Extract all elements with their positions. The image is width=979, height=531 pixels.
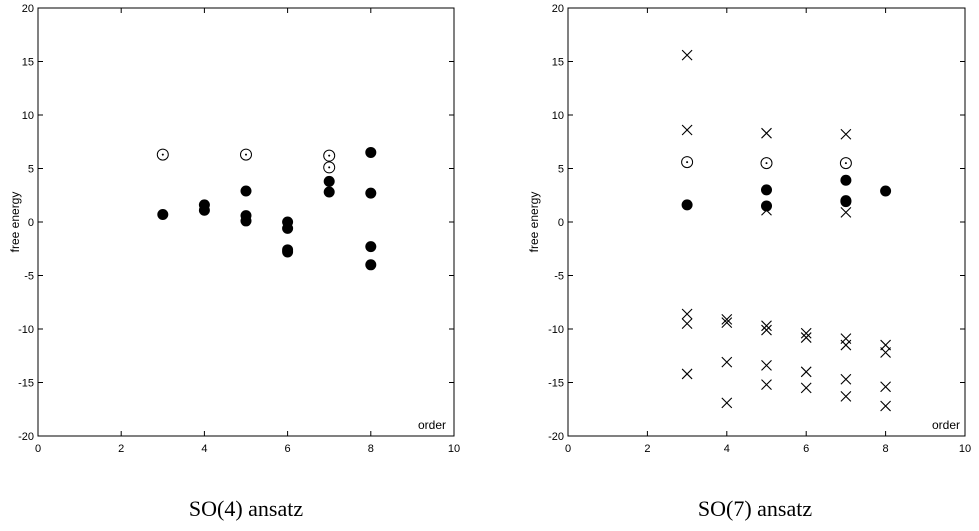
- x-tick-label: 10: [959, 443, 971, 455]
- data-point-filled: [240, 185, 252, 197]
- data-point-cross: [721, 313, 733, 325]
- data-point-cross: [681, 124, 693, 136]
- data-point-open: [156, 148, 169, 161]
- data-points: [156, 146, 377, 271]
- y-tick-label: 0: [28, 217, 34, 229]
- data-point-filled: [365, 259, 377, 271]
- data-point-filled: [681, 199, 693, 211]
- data-point-cross: [761, 379, 772, 391]
- x-tick-label: 0: [35, 443, 41, 455]
- y-axis-label: free energy: [527, 192, 541, 253]
- data-point-cross: [800, 332, 812, 343]
- data-point-open: [323, 149, 336, 162]
- y-tick-label: -20: [548, 431, 564, 443]
- data-point-filled: [282, 222, 294, 234]
- data-point-cross: [761, 359, 772, 371]
- y-tick-label: -5: [554, 271, 564, 283]
- x-tick-label: 6: [803, 443, 809, 455]
- data-point-cross: [761, 127, 772, 139]
- data-point-open: [240, 148, 252, 161]
- y-tick-label: 0: [558, 217, 564, 229]
- data-point-cross: [840, 339, 852, 351]
- data-point-filled: [365, 187, 377, 199]
- x-tick-label: 8: [883, 443, 889, 455]
- data-point-cross: [840, 391, 852, 402]
- data-point-cross: [681, 368, 693, 380]
- y-tick-label: -15: [18, 378, 34, 390]
- x-axis-label: order: [418, 418, 446, 432]
- data-point-filled: [323, 175, 335, 187]
- data-point-cross: [761, 320, 772, 332]
- data-point-filled: [840, 195, 852, 207]
- tick-labels: 0 2 4 6 8 10 -20 -15 -10 -5 0 5 10 15 20: [18, 3, 460, 455]
- plot-frame: [567, 7, 966, 437]
- x-tick-label: 0: [565, 443, 571, 455]
- data-point-cross: [800, 382, 812, 394]
- data-point-filled: [880, 185, 892, 197]
- data-point-filled: [240, 210, 252, 222]
- y-tick-label: 5: [28, 164, 34, 176]
- data-point-cross: [761, 324, 772, 336]
- data-point-open: [839, 157, 852, 170]
- data-point-cross: [880, 381, 891, 393]
- chart-caption: SO(4) ansatz: [189, 496, 303, 521]
- tick-marks: [37, 7, 455, 437]
- data-point-filled: [365, 146, 377, 158]
- data-point-open: [681, 156, 694, 169]
- data-point-cross: [800, 366, 812, 378]
- data-point-cross: [840, 128, 852, 140]
- y-tick-label: 20: [22, 3, 34, 15]
- chart-so4: 0 2 4 6 8 10 -20 -15 -10 -5 0 5 10 15 20 free energy o…: [8, 3, 460, 521]
- chart-so7: 0 2 4 6 8 10 -20 -15 -10 -5 0 5 10 15 20 free energy o…: [527, 3, 971, 521]
- data-points: [681, 49, 892, 412]
- data-point-open: [323, 161, 336, 174]
- y-tick-label: -10: [18, 324, 34, 336]
- y-axis-label: free energy: [8, 192, 22, 253]
- x-axis-label: order: [932, 418, 960, 432]
- y-tick-label: -10: [548, 324, 564, 336]
- data-point-cross: [840, 373, 852, 385]
- data-point-cross: [721, 397, 733, 409]
- y-tick-label: 5: [558, 164, 564, 176]
- data-point-cross: [681, 318, 693, 330]
- x-tick-label: 2: [118, 443, 124, 455]
- data-point-filled: [282, 246, 294, 258]
- data-point-filled: [157, 209, 169, 221]
- x-tick-label: 4: [201, 443, 207, 455]
- data-point-cross: [681, 308, 693, 320]
- y-tick-label: -20: [18, 431, 34, 443]
- tick-marks: [567, 7, 966, 437]
- data-point-cross: [721, 356, 733, 368]
- data-point-cross: [721, 317, 733, 328]
- data-point-cross: [761, 204, 772, 216]
- data-point-open: [760, 157, 773, 170]
- x-tick-label: 6: [285, 443, 291, 455]
- data-point-filled: [761, 200, 772, 212]
- y-tick-label: -5: [24, 271, 34, 283]
- y-tick-label: 10: [22, 110, 34, 122]
- data-point-cross: [840, 206, 852, 218]
- data-point-filled: [198, 199, 210, 211]
- chart-caption: SO(7) ansatz: [698, 496, 812, 521]
- tick-labels: 0 2 4 6 8 10 -20 -15 -10 -5 0 5 10 15 20: [548, 3, 971, 455]
- data-point-cross: [681, 49, 693, 61]
- y-tick-label: 15: [552, 57, 564, 69]
- y-tick-label: 10: [552, 110, 564, 122]
- data-point-cross: [880, 339, 891, 351]
- data-point-cross: [880, 400, 891, 412]
- data-point-cross: [800, 327, 812, 339]
- x-tick-label: 8: [368, 443, 374, 455]
- data-point-filled: [323, 186, 335, 198]
- y-tick-label: 20: [552, 3, 564, 15]
- y-tick-label: 15: [22, 57, 34, 69]
- data-point-filled: [761, 184, 772, 196]
- data-point-cross: [880, 347, 891, 358]
- x-tick-label: 10: [448, 443, 460, 455]
- data-point-filled: [365, 241, 377, 253]
- data-point-filled: [840, 174, 852, 186]
- x-tick-label: 4: [724, 443, 730, 455]
- y-tick-label: -15: [548, 378, 564, 390]
- x-tick-label: 2: [644, 443, 650, 455]
